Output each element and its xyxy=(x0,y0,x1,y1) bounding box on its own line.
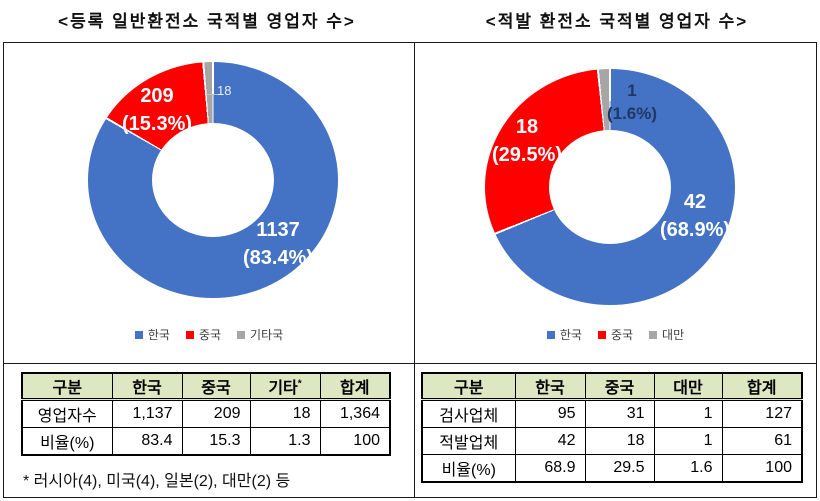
donut-hole xyxy=(549,130,671,244)
cell-value: 127 xyxy=(721,399,803,428)
cell-value: 18 xyxy=(249,399,321,428)
col-header: 합계 xyxy=(319,372,391,401)
slice-label-korea: 42 (68.9%) xyxy=(659,191,731,241)
cell-value: 209 xyxy=(181,399,251,428)
titles-row: <등록 일반환전소 국적별 영업자 수> <적발 환전소 국적별 영업자 수> xyxy=(0,0,820,38)
table-row: 비율(%) 68.9 29.5 1.6 100 xyxy=(421,454,803,483)
col-header: 한국 xyxy=(514,372,586,401)
cell-value: 29.5 xyxy=(584,454,655,483)
figure-grid: 209 (15.3%) 18 1137 (83.4%) 한국 중국 기타국 18 (… xyxy=(3,42,817,498)
footnote-marker: * xyxy=(297,378,302,390)
detected-donut-chart xyxy=(485,69,735,305)
row-label: 비율(%) xyxy=(21,427,113,456)
cell-value: 42 xyxy=(514,427,586,455)
row-label: 영업자수 xyxy=(21,399,113,428)
registered-table: 구분 한국 중국 기타* 합계 영업자수 1,137 209 18 xyxy=(21,372,391,456)
slice-label-other: 18 xyxy=(217,83,232,98)
cell-value: 1,137 xyxy=(111,399,183,428)
cell-value: 83.4 xyxy=(111,427,183,456)
left-chart-panel: 209 (15.3%) 18 1137 (83.4%) 한국 중국 기타국 xyxy=(4,43,415,364)
cell-value: 100 xyxy=(721,454,803,483)
cell-value: 68.9 xyxy=(514,454,586,483)
slice-label-korea: 1137 (83.4%) xyxy=(242,219,314,269)
legend-swatch-icon xyxy=(185,330,194,339)
cell-value: 1.3 xyxy=(249,427,321,456)
left-table-panel: 구분 한국 중국 기타* 합계 영업자수 1,137 209 18 xyxy=(4,364,415,497)
cell-value: 31 xyxy=(584,399,655,428)
table-header-row: 구분 한국 중국 대만 합계 xyxy=(421,372,803,401)
col-header: 중국 xyxy=(181,372,251,401)
legend-label: 중국 xyxy=(610,328,634,342)
legend-swatch-icon xyxy=(597,330,606,339)
slice-label-taiwan: 1 (1.6%) xyxy=(606,81,658,123)
legend-label: 대만 xyxy=(662,328,685,342)
slice-label-china: 209 (15.3%) xyxy=(121,85,193,135)
legend-swatch-icon xyxy=(237,330,246,339)
right-chart-legend: 한국 중국 대만 xyxy=(415,326,816,343)
cell-value: 1 xyxy=(653,427,723,455)
legend-swatch-icon xyxy=(649,330,658,339)
col-header: 중국 xyxy=(584,372,655,401)
table-row: 비율(%) 83.4 15.3 1.3 100 xyxy=(21,427,391,456)
legend-swatch-icon xyxy=(546,330,555,339)
table-row: 적발업체 42 18 1 61 xyxy=(421,427,803,455)
legend-label: 중국 xyxy=(198,328,222,342)
legend-label: 기타국 xyxy=(250,328,284,342)
row-label: 비율(%) xyxy=(421,454,516,483)
col-header: 대만 xyxy=(653,372,723,401)
col-header: 구분 xyxy=(421,372,516,401)
legend-item: 중국 xyxy=(597,326,634,343)
legend-label: 한국 xyxy=(559,328,582,342)
table-footnote: * 러시아(4), 미국(4), 일본(2), 대만(2) 등 xyxy=(23,473,291,490)
cell-value: 1 xyxy=(653,399,723,428)
legend-item: 기타국 xyxy=(237,326,283,343)
left-chart-legend: 한국 중국 기타국 xyxy=(4,326,414,343)
table-row: 영업자수 1,137 209 18 1,364 xyxy=(21,399,391,428)
cell-value: 1,364 xyxy=(319,399,391,428)
row-label: 검사업체 xyxy=(421,399,516,428)
cell-value: 95 xyxy=(514,399,586,428)
legend-item: 대만 xyxy=(649,326,684,343)
donut-hole xyxy=(152,123,274,237)
col-header: 기타* xyxy=(249,372,321,401)
legend-item: 한국 xyxy=(134,326,170,343)
legend-item: 중국 xyxy=(185,326,222,343)
right-chart-panel: 18 (29.5%) 1 (1.6%) 42 (68.9%) 한국 중국 대만 xyxy=(415,43,816,364)
right-table-panel: 구분 한국 중국 대만 합계 검사업체 95 31 1 xyxy=(415,364,816,497)
col-header: 구분 xyxy=(21,372,113,401)
col-header: 한국 xyxy=(111,372,183,401)
right-chart-title: <적발 환전소 국적별 영업자 수> xyxy=(485,11,749,31)
legend-item: 한국 xyxy=(546,326,582,343)
col-header: 합계 xyxy=(721,372,803,401)
cell-value: 15.3 xyxy=(181,427,251,456)
table-header-row: 구분 한국 중국 기타* 합계 xyxy=(21,372,391,401)
label-leader-line xyxy=(207,94,218,95)
legend-label: 한국 xyxy=(147,328,170,342)
row-label: 적발업체 xyxy=(421,427,516,455)
registered-donut-chart xyxy=(88,62,338,298)
cell-value: 1.6 xyxy=(653,454,723,483)
cell-value: 18 xyxy=(584,427,655,455)
table-row: 검사업체 95 31 1 127 xyxy=(421,399,803,428)
cell-value: 100 xyxy=(319,427,391,456)
cell-value: 61 xyxy=(721,427,803,455)
slice-label-china: 18 (29.5%) xyxy=(491,116,563,166)
left-chart-title: <등록 일반환전소 국적별 영업자 수> xyxy=(58,11,356,31)
detected-table: 구분 한국 중국 대만 합계 검사업체 95 31 1 xyxy=(421,372,803,483)
legend-swatch-icon xyxy=(134,330,143,339)
